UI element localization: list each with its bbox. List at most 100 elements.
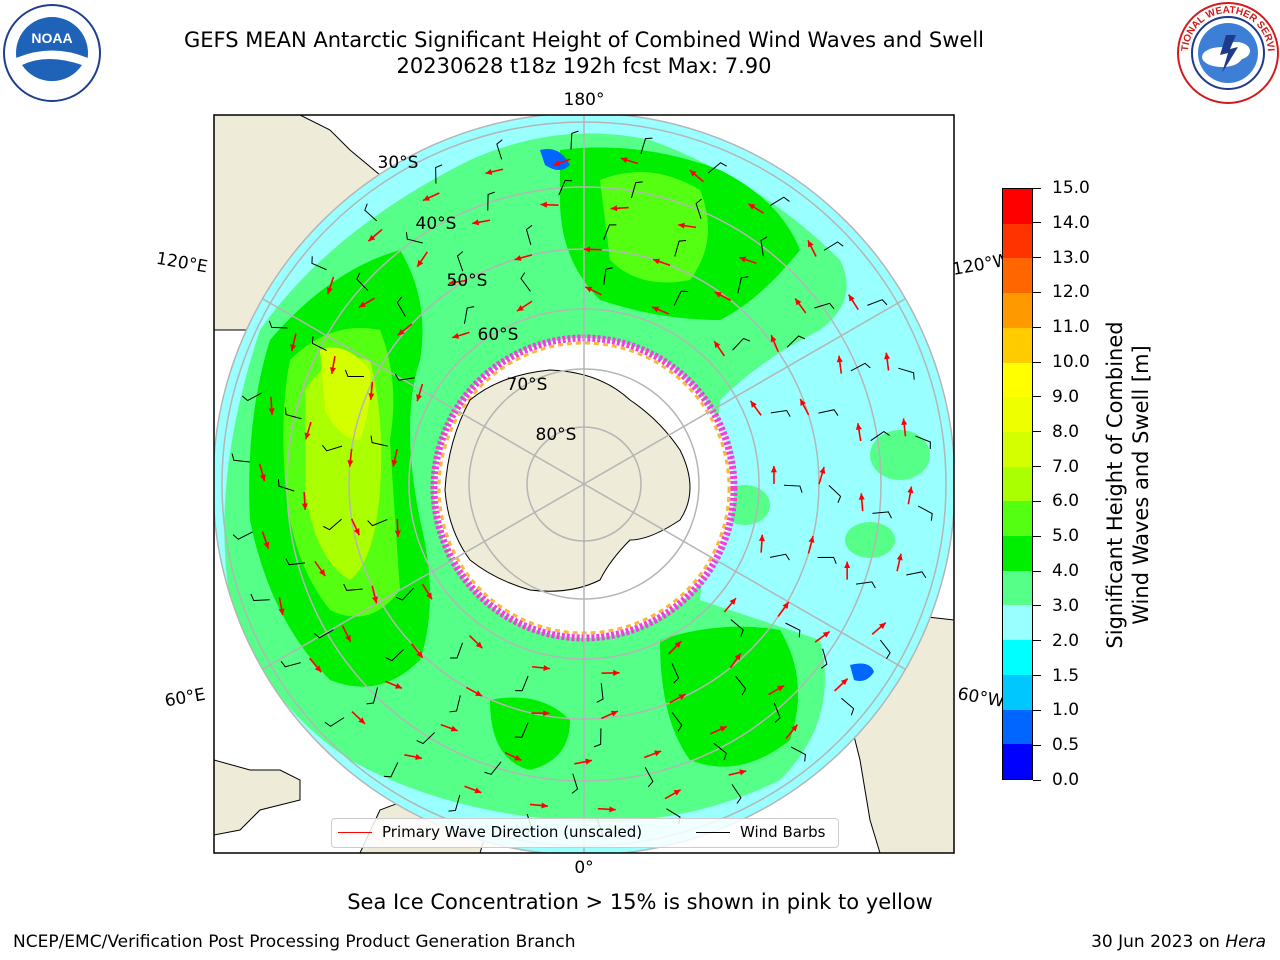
wave-direction-arrowhead (609, 806, 616, 813)
colorbar-tick-label: 14.0 (1052, 212, 1090, 233)
wind-barbs-swatch (696, 832, 730, 833)
wave-direction-arrowhead (541, 802, 548, 809)
wind-barb (713, 742, 727, 761)
wind-barb (850, 362, 871, 372)
wave-direction-arrowhead (777, 685, 785, 692)
wind-barb (241, 392, 262, 402)
wave-direction-arrowhead (652, 306, 660, 313)
wind-barb (872, 511, 892, 519)
wind-barb (525, 224, 533, 246)
colorbar-tick-label: 8.0 (1052, 421, 1080, 442)
colorbar-segment (1003, 501, 1032, 537)
wind-barb (630, 181, 643, 199)
colorbar-segment (1003, 362, 1032, 398)
colorbar-segment (1003, 744, 1032, 779)
wave-direction-arrowhead (858, 493, 865, 500)
colorbar-tick (1033, 640, 1041, 642)
colorbar-tick-label: 4.0 (1052, 561, 1080, 582)
colorbar-title-line2: Wind Waves and Swell [m] (1129, 345, 1153, 625)
wave-direction-arrowhead (426, 592, 432, 600)
colorbar-segment (1003, 223, 1032, 259)
wave-direction-arrowhead (719, 726, 727, 732)
colorbar-tick (1033, 222, 1041, 224)
colorbar-segment (1003, 674, 1032, 710)
lon-label-180: 180° (564, 90, 605, 110)
lat-label-80s: 80°S (536, 425, 577, 445)
wind-barb (695, 198, 702, 219)
colorbar-segment (1003, 397, 1032, 432)
wind-barb (232, 531, 253, 540)
wave-direction-arrowhead (394, 530, 401, 537)
wave-direction-arrowhead (514, 754, 522, 761)
lon-label-0: 0° (574, 858, 593, 878)
wave-direction-arrowhead (516, 305, 524, 312)
noaa-logo-text: NOAA (31, 30, 72, 46)
wind-barb (841, 697, 855, 716)
colorbar-tick (1033, 396, 1041, 398)
colorbar-tick-label: 0.5 (1052, 735, 1080, 756)
wave-direction-arrowhead (472, 219, 479, 226)
wave-direction-arrowhead (734, 653, 741, 661)
wave-direction-arrowhead (259, 474, 266, 482)
wave-direction-arrowhead (368, 234, 376, 242)
colorbar-segment (1003, 189, 1032, 224)
wave-direction-arrowhead (739, 769, 747, 776)
wind-barb (644, 767, 654, 788)
wave-direction-legend-label: Primary Wave Direction (unscaled) (382, 823, 643, 841)
colorbar-tick-label: 13.0 (1052, 247, 1090, 268)
colorbar-tick-label: 7.0 (1052, 456, 1080, 477)
colorbar-segment (1003, 431, 1032, 467)
wind-barb (828, 485, 842, 504)
wave-direction-arrowhead (689, 170, 697, 177)
colorbar-tick-label: 3.0 (1052, 595, 1080, 616)
colorbar-title-line1: Significant Height of Combined (1103, 321, 1127, 649)
wind-barb (515, 675, 529, 692)
wind-barb (448, 794, 461, 812)
wave-direction-arrowhead (848, 294, 855, 302)
wave-direction-arrowhead (290, 344, 297, 352)
chart-subtitle: 20230628 t18z 192h fcst Max: 7.90 (396, 54, 772, 78)
colorbar-segment (1003, 605, 1032, 641)
wave-direction-arrowhead (739, 256, 747, 263)
wave-direction-arrowhead (329, 367, 336, 374)
wave-direction-arrowhead (452, 332, 460, 339)
wind-barb (394, 373, 415, 381)
wind-barb (277, 479, 295, 492)
lat-label-70s: 70°S (507, 375, 548, 395)
wind-barb (280, 660, 301, 668)
wind-barb (370, 435, 388, 447)
wave-direction-arrowhead (475, 641, 483, 649)
colorbar-tick-label: 10.0 (1052, 352, 1090, 373)
wind-barb (783, 484, 803, 493)
wind-barb (405, 232, 423, 244)
colorbar-title: Significant Height of Combined Wind Wave… (1102, 321, 1154, 648)
wind-barb (285, 558, 306, 566)
wind-barb (917, 505, 933, 521)
sea-ice-note: Sea Ice Concentration > 15% is shown in … (347, 890, 933, 914)
colorbar-tick (1033, 257, 1041, 259)
wave-direction-arrowhead (353, 528, 360, 536)
wave-direction-arrowhead (314, 665, 322, 673)
wave-arrows-layer (258, 157, 914, 813)
wave-direction-arrowhead (543, 664, 550, 671)
wave-direction-arrowhead (808, 536, 815, 543)
wave-direction-arrowhead (678, 222, 685, 229)
wind-barb (313, 629, 334, 639)
wind-barb (674, 239, 687, 257)
wave-direction-arrowhead (585, 286, 593, 293)
wind-barb (731, 784, 742, 804)
wind-barb (760, 236, 768, 257)
wind-barb (435, 164, 443, 184)
wave-direction-arrowhead (347, 460, 354, 467)
noaa-logo-icon: NOAA (3, 4, 101, 102)
colorbar-tick-label: 12.0 (1052, 282, 1090, 303)
wave-direction-arrowhead (514, 255, 522, 261)
wave-direction-arrowhead (368, 393, 375, 400)
wave-direction-arrowhead (620, 157, 628, 164)
wave-direction-arrowhead (485, 168, 493, 175)
colorbar-tick (1033, 535, 1041, 537)
wave-direction-arrowhead (795, 298, 802, 306)
lon-label-60w: 60°W (956, 684, 1006, 712)
wave-direction-arrowhead (583, 246, 591, 253)
